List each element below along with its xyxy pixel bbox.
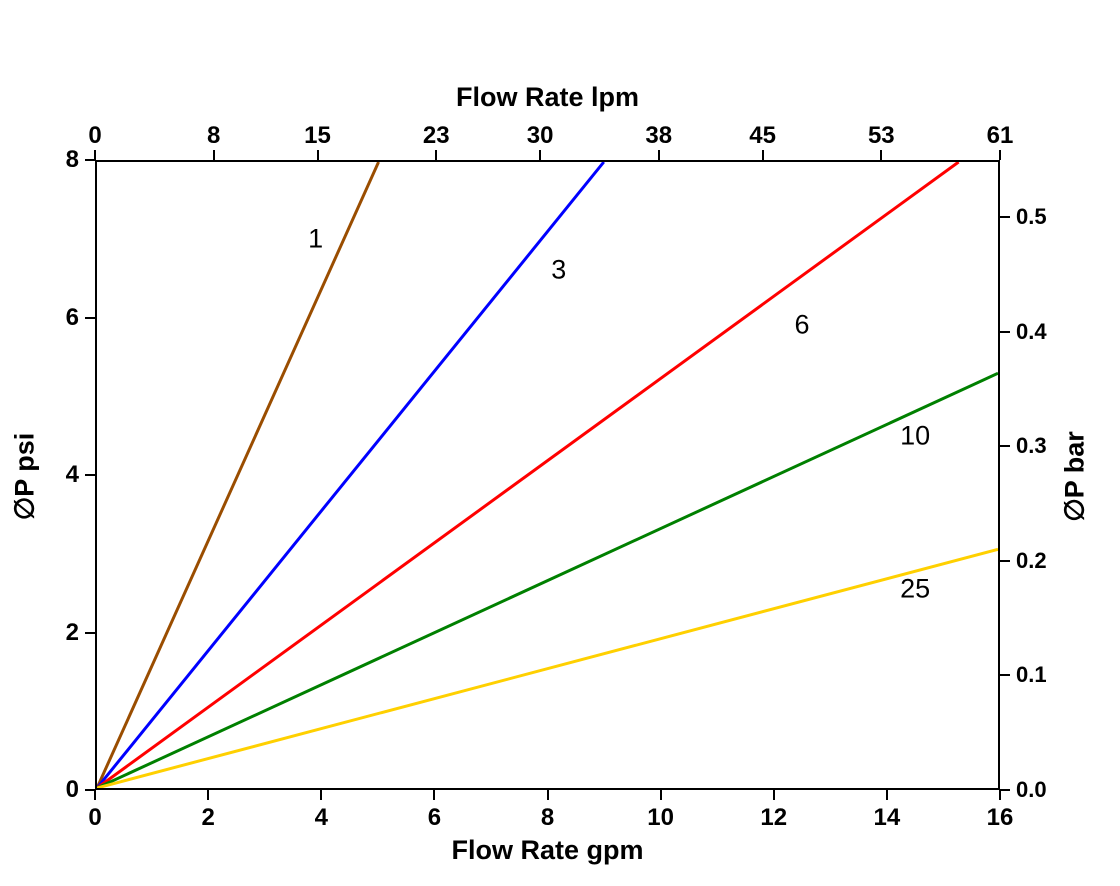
tick-label: 2 (66, 619, 79, 647)
series-line (97, 549, 998, 788)
tick-label: 4 (66, 461, 79, 489)
series-lines (97, 162, 998, 788)
tick-label: 53 (868, 122, 895, 150)
series-line (97, 162, 379, 788)
tick-label: 14 (874, 804, 901, 832)
tick-label: 6 (66, 304, 79, 332)
tick-mark (207, 790, 209, 800)
tick-mark (886, 790, 888, 800)
tick-label: 0.2 (1016, 548, 1047, 574)
tick-label: 0.3 (1016, 433, 1047, 459)
tick-mark (539, 150, 541, 160)
chart-container: Flow Rate lpm Flow Rate gpm ∅P psi ∅P ba… (0, 0, 1120, 886)
tick-label: 0 (66, 776, 79, 804)
tick-label: 0 (88, 122, 101, 150)
tick-label: 2 (201, 804, 214, 832)
tick-mark (1000, 445, 1010, 447)
tick-mark (85, 159, 95, 161)
plot-area (95, 160, 1000, 790)
tick-mark (85, 789, 95, 791)
tick-label: 45 (749, 122, 776, 150)
tick-mark (213, 150, 215, 160)
tick-mark (660, 790, 662, 800)
tick-mark (1000, 674, 1010, 676)
tick-label: 4 (315, 804, 328, 832)
series-label: 3 (551, 255, 566, 286)
tick-mark (1000, 331, 1010, 333)
tick-label: 10 (647, 804, 674, 832)
tick-label: 61 (987, 122, 1014, 150)
tick-label: 12 (760, 804, 787, 832)
tick-label: 8 (66, 146, 79, 174)
series-label: 10 (900, 420, 930, 451)
tick-label: 8 (541, 804, 554, 832)
axis-title-bottom: Flow Rate gpm (95, 835, 1000, 866)
tick-mark (999, 150, 1001, 160)
tick-mark (1000, 216, 1010, 218)
tick-mark (317, 150, 319, 160)
tick-mark (1000, 560, 1010, 562)
tick-label: 38 (645, 122, 672, 150)
tick-mark (85, 474, 95, 476)
tick-mark (547, 790, 549, 800)
tick-label: 15 (304, 122, 331, 150)
tick-mark (435, 150, 437, 160)
tick-label: 23 (423, 122, 450, 150)
axis-title-left: ∅P psi (10, 377, 41, 577)
axis-title-right: ∅P bar (1060, 377, 1091, 577)
tick-label: 30 (527, 122, 554, 150)
tick-label: 0.4 (1016, 319, 1047, 345)
series-label: 25 (900, 574, 930, 605)
tick-label: 6 (428, 804, 441, 832)
tick-label: 16 (987, 804, 1014, 832)
tick-mark (762, 150, 764, 160)
tick-mark (433, 790, 435, 800)
tick-label: 0 (88, 804, 101, 832)
tick-mark (999, 790, 1001, 800)
series-label: 6 (795, 310, 810, 341)
tick-mark (85, 317, 95, 319)
tick-mark (94, 790, 96, 800)
tick-mark (658, 150, 660, 160)
tick-mark (85, 632, 95, 634)
tick-mark (1000, 789, 1010, 791)
tick-label: 0.0 (1016, 777, 1047, 803)
series-label: 1 (308, 223, 323, 254)
tick-mark (320, 790, 322, 800)
series-line (97, 373, 998, 788)
axis-title-top: Flow Rate lpm (95, 82, 1000, 113)
tick-mark (880, 150, 882, 160)
tick-mark (773, 790, 775, 800)
tick-label: 0.1 (1016, 662, 1047, 688)
tick-label: 8 (207, 122, 220, 150)
tick-label: 0.5 (1016, 204, 1047, 230)
